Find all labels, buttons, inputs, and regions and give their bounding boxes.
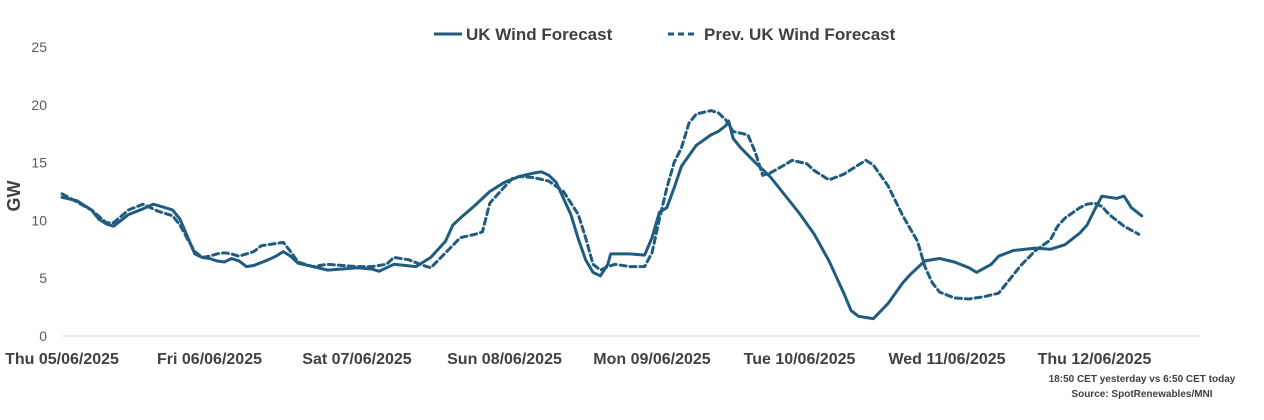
series-group xyxy=(60,109,1144,321)
x-tick-label: Wed 11/06/2025 xyxy=(888,351,1005,368)
legend-label-prev-uk-wind-forecast: Prev. UK Wind Forecast xyxy=(704,25,896,44)
series-line-prev-uk-wind-forecast xyxy=(60,109,1141,301)
x-tick-label: Thu 05/06/2025 xyxy=(5,351,119,368)
y-axis-title: GW xyxy=(4,180,24,211)
y-tick-label: 10 xyxy=(31,212,47,228)
y-tick-label: 0 xyxy=(39,328,47,344)
y-axis: 0 5 10 15 20 25 xyxy=(31,39,47,344)
y-tick-label: 25 xyxy=(31,39,47,55)
x-axis: Thu 05/06/2025 Fri 06/06/2025 Sat 07/06/20… xyxy=(5,351,1151,368)
x-tick-label: Thu 12/06/2025 xyxy=(1038,351,1152,368)
x-tick-label: Sun 08/06/2025 xyxy=(447,351,562,368)
timing-note: 18:50 CET yesterday vs 6:50 CET today xyxy=(1049,374,1236,385)
x-tick-label: Fri 06/06/2025 xyxy=(157,351,262,368)
x-tick-label: Mon 09/06/2025 xyxy=(593,351,711,368)
source-note: Source: SpotRenewables/MNI xyxy=(1071,389,1212,400)
series-line-uk-wind-forecast xyxy=(60,119,1144,321)
legend: UK Wind Forecast Prev. UK Wind Forecast xyxy=(434,25,896,44)
y-tick-label: 20 xyxy=(31,97,47,113)
legend-label-uk-wind-forecast: UK Wind Forecast xyxy=(466,25,613,44)
y-tick-label: 5 xyxy=(39,270,47,286)
x-tick-label: Tue 10/06/2025 xyxy=(744,351,856,368)
x-tick-label: Sat 07/06/2025 xyxy=(302,351,412,368)
y-tick-label: 15 xyxy=(31,155,47,171)
